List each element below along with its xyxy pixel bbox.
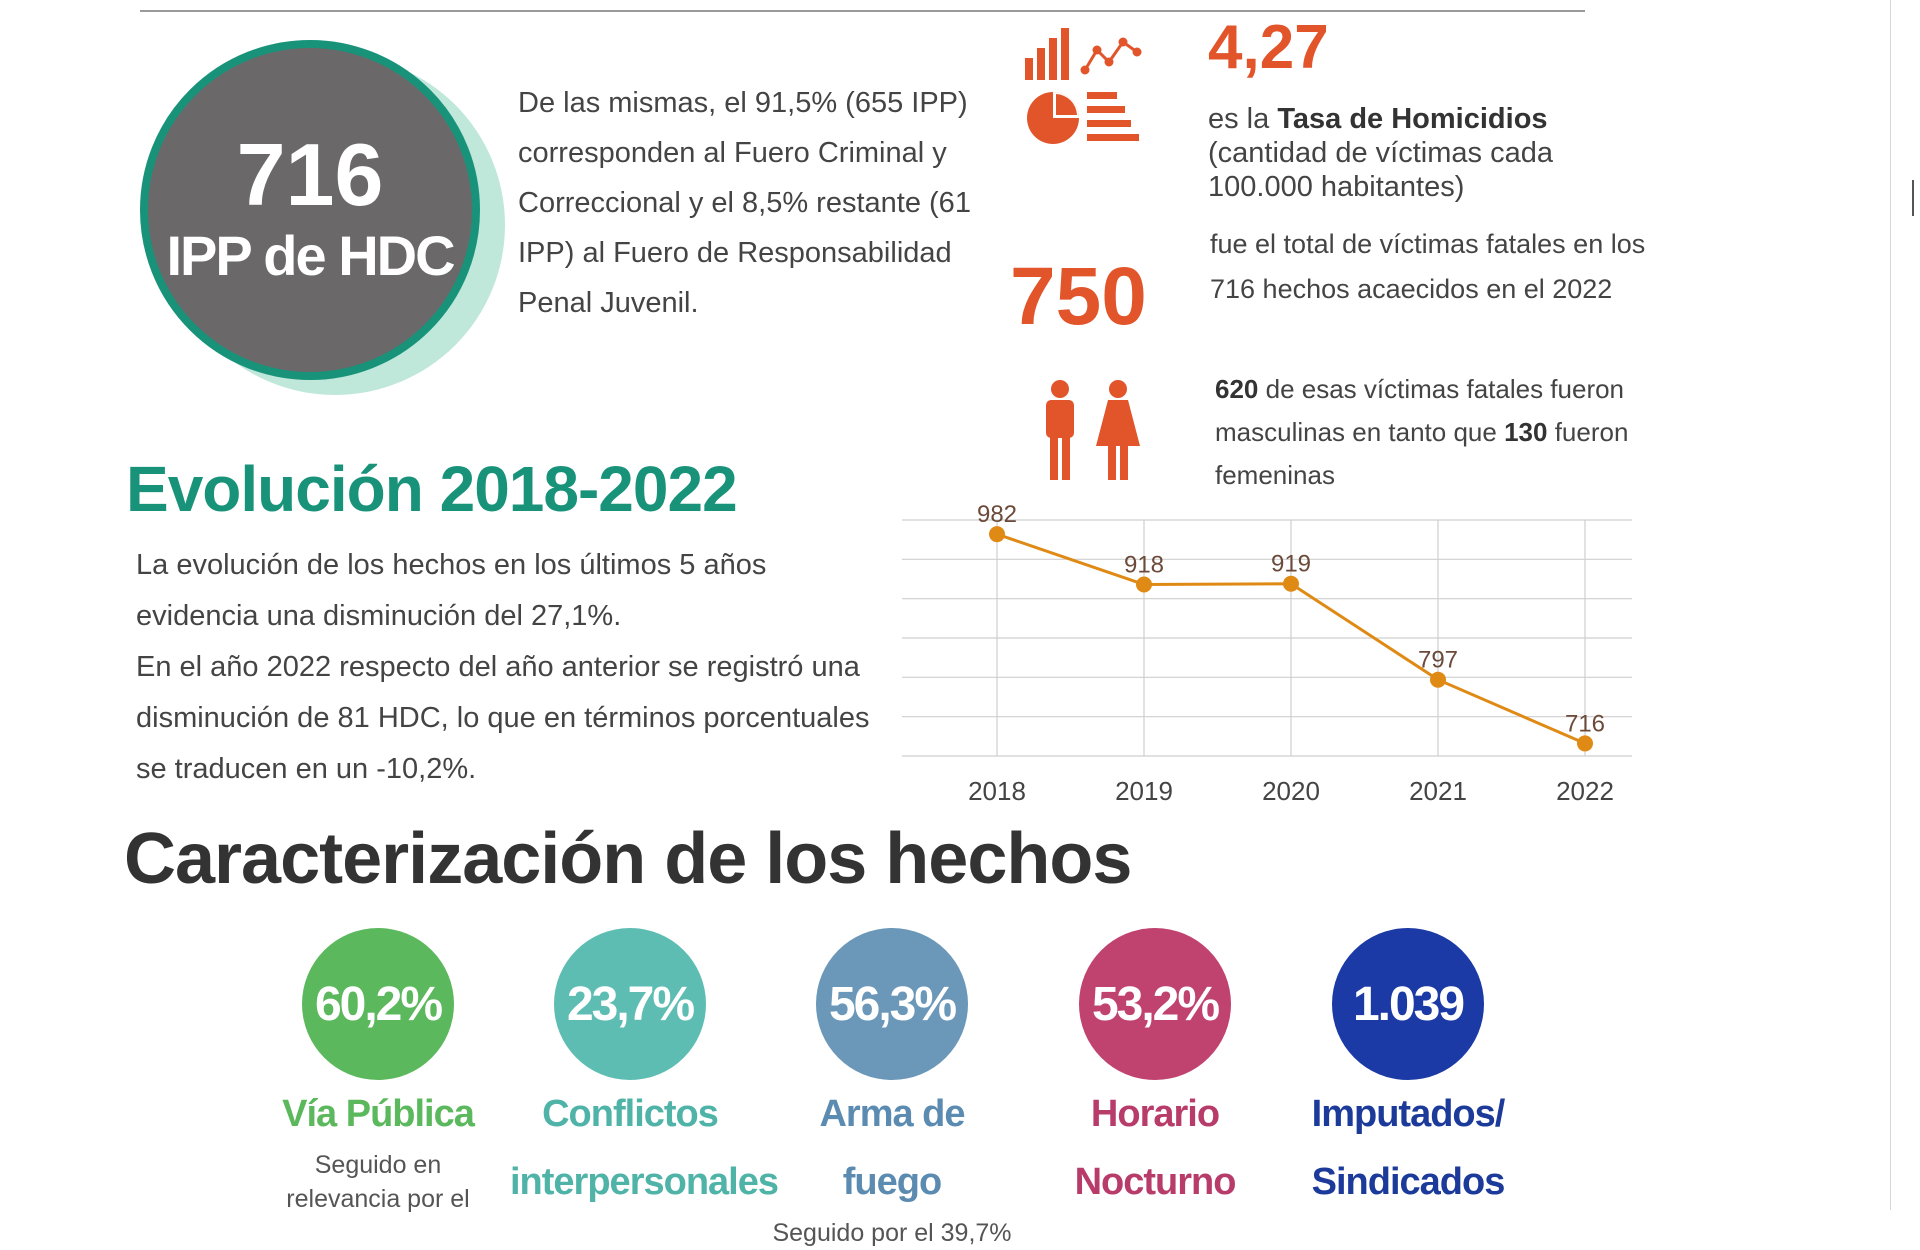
kpi-horario-label: Horario Nocturno <box>1074 1093 1237 1203</box>
kpi-via-publica-label: Vía Pública <box>282 1093 475 1135</box>
characterization-title: Caracterización de los hechos <box>124 819 1132 899</box>
scrollbar-thumb[interactable] <box>1912 180 1914 216</box>
data-point <box>1430 671 1446 688</box>
data-point <box>1136 576 1152 593</box>
kpi-imputados-label: Imputados/ Sindicados <box>1311 1093 1506 1203</box>
homicide-rate-text: es la Tasa de Homicidios (cantidad de ví… <box>1208 103 1553 203</box>
kpi-via-publica-circle: 60,2% <box>302 928 454 1080</box>
list-icon <box>1087 92 1139 141</box>
pie-chart-icon <box>1027 92 1079 144</box>
homicide-rate-value: 4,27 <box>1208 13 1329 82</box>
data-point <box>1577 735 1593 752</box>
ipp-label: IPP de HDC <box>166 224 455 287</box>
data-point <box>989 526 1005 543</box>
data-label: 919 <box>1271 551 1311 578</box>
kpi-conflictos-circle: 23,7% <box>554 928 706 1080</box>
ipp-circle: 716 IPP de HDC <box>140 40 480 380</box>
female-person-icon <box>1096 380 1140 480</box>
gender-icon-group <box>1040 380 1145 487</box>
x-tick-label: 2021 <box>1409 776 1467 806</box>
ipp-count: 716 <box>236 125 384 224</box>
x-tick-label: 2019 <box>1115 776 1173 806</box>
victims-value: 750 <box>1010 251 1147 342</box>
evolution-line-1: La evolución de los hechos en los último… <box>136 549 767 632</box>
evolution-line-2: En el año 2022 respecto del año anterior… <box>136 651 870 785</box>
intro-paragraph: De las mismas, el 91,5% (655 IPP) corres… <box>518 87 971 319</box>
x-tick-label: 2020 <box>1262 776 1320 806</box>
line-trend-icon <box>1080 37 1142 75</box>
page-edge <box>1890 0 1891 1210</box>
kpi-arma-fuego-circle: 56,3% <box>816 928 968 1080</box>
gender-text: 620 de esas víctimas fatales fueron masc… <box>1215 374 1629 490</box>
kpi-horario-circle: 53,2% <box>1079 928 1231 1080</box>
kpi-imputados: 1.039 Imputados/ Sindicados <box>1288 928 1528 1216</box>
kpi-conflictos-label: Conflictos interpersonales <box>510 1093 779 1203</box>
kpi-via-publica: 60,2% Vía Pública Seguido en relevancia … <box>258 928 498 1216</box>
x-tick-label: 2018 <box>968 776 1026 806</box>
kpi-arma-fuego-label: Arma de fuego <box>819 1093 965 1203</box>
kpi-arma-fuego: 56,3% Arma de fuego Seguido por el 39,7% <box>772 928 1012 1250</box>
kpi-horario: 53,2% Horario Nocturno <box>1035 928 1275 1216</box>
data-label: 918 <box>1124 552 1164 579</box>
kpi-imputados-circle: 1.039 <box>1332 928 1484 1080</box>
victims-text: fue el total de víctimas fatales en los … <box>1210 229 1646 304</box>
data-label: 797 <box>1418 647 1458 674</box>
evolution-line-chart: 982 2018 918 2019 919 2020 797 2021 716 2022 <box>902 501 1632 806</box>
data-point <box>1283 575 1299 592</box>
evolution-text: La evolución de los hechos en los último… <box>136 540 896 795</box>
stats-icon-group <box>1025 28 1145 153</box>
kpi-arma-fuego-sub: Seguido por el 39,7% <box>772 1219 1012 1247</box>
x-tick-label: 2022 <box>1556 776 1614 806</box>
kpi-via-publica-sub: Seguido en relevancia por el <box>286 1151 470 1213</box>
data-label: 982 <box>977 501 1017 528</box>
evolution-title: Evolución 2018-2022 <box>126 453 738 525</box>
kpi-conflictos: 23,7% Conflictos interpersonales <box>510 928 779 1216</box>
male-person-icon <box>1046 380 1074 480</box>
data-label: 716 <box>1565 710 1605 737</box>
bar-chart-icon <box>1025 28 1069 80</box>
top-divider <box>140 10 1585 12</box>
